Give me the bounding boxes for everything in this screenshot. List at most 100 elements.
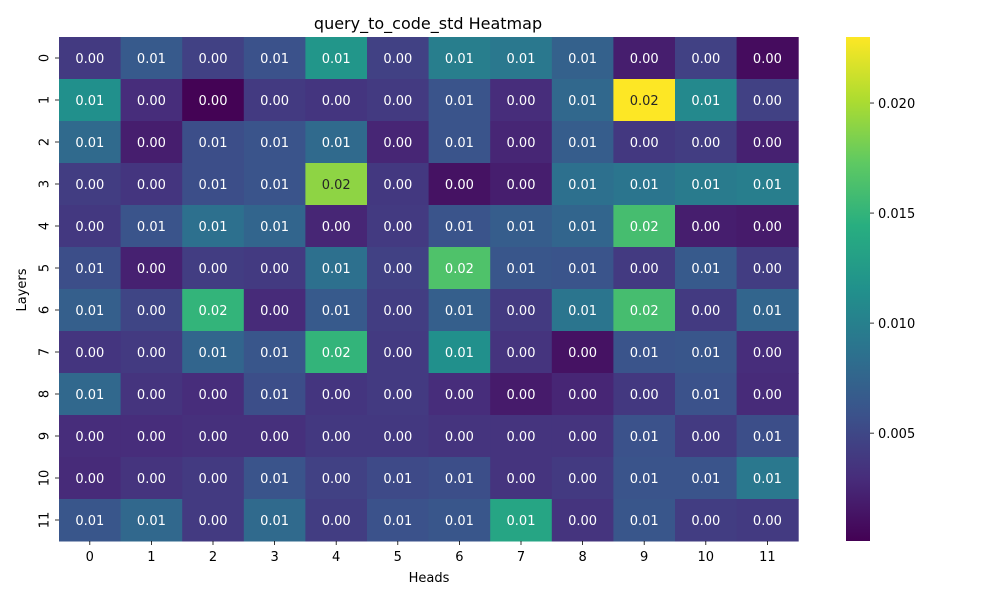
cell-value-label: 0.00	[445, 178, 474, 193]
cell-value-label: 0.00	[75, 220, 104, 235]
cell-value-label: 0.01	[753, 178, 782, 193]
colorbar-tick-label: 0.010	[878, 317, 915, 332]
heatmap-cell	[120, 457, 183, 500]
heatmap-cell	[551, 415, 614, 458]
cell-value-label: 0.00	[75, 178, 104, 193]
cell-value-label: 0.00	[137, 304, 166, 319]
heatmap-cell	[428, 37, 491, 80]
cell-value-label: 0.00	[383, 94, 412, 109]
cell-value-label: 0.00	[507, 430, 536, 445]
y-tick-label: 0	[38, 54, 53, 62]
heatmap-cell	[675, 415, 738, 458]
heatmap-cell	[551, 247, 614, 290]
heatmap-cell	[551, 457, 614, 500]
heatmap-cell	[428, 205, 491, 248]
cell-value-label: 0.01	[445, 220, 474, 235]
cell-value-label: 0.00	[383, 52, 412, 67]
cell-value-label: 0.01	[691, 178, 720, 193]
heatmap-cell	[367, 205, 430, 248]
cell-value-label: 0.00	[753, 262, 782, 277]
cell-value-label: 0.01	[260, 472, 289, 487]
cell-value-label: 0.00	[507, 178, 536, 193]
cell-value-label: 0.00	[753, 220, 782, 235]
cell-value-label: 0.00	[445, 388, 474, 403]
heatmap-cell	[182, 79, 245, 122]
cell-value-label: 0.00	[383, 304, 412, 319]
heatmap-cell	[120, 289, 183, 332]
cell-value-label: 0.00	[383, 262, 412, 277]
y-tick-label: 11	[38, 512, 53, 529]
x-tick-label: 11	[759, 550, 776, 565]
cell-value-label: 0.01	[260, 220, 289, 235]
heatmap-cell	[305, 163, 368, 206]
cell-value-label: 0.01	[691, 388, 720, 403]
heatmap-cell	[490, 499, 553, 542]
cell-value-label: 0.01	[568, 178, 597, 193]
cell-value-label: 0.01	[568, 220, 597, 235]
heatmap-cell	[551, 79, 614, 122]
heatmap-cell	[613, 415, 676, 458]
cell-value-label: 0.01	[260, 136, 289, 151]
cell-value-label: 0.01	[691, 262, 720, 277]
heatmap-cell	[182, 163, 245, 206]
x-tick-label: 2	[209, 550, 217, 565]
heatmap-cell	[551, 331, 614, 374]
cell-value-label: 0.00	[753, 94, 782, 109]
cell-value-label: 0.01	[75, 304, 104, 319]
cell-value-label: 0.00	[137, 430, 166, 445]
heatmap-cell	[675, 79, 738, 122]
heatmap-cell	[120, 163, 183, 206]
heatmap-cell	[367, 415, 430, 458]
colorbar: 0.005 0.010 0.015 0.020	[846, 37, 915, 541]
colorbar-ticks: 0.005 0.010 0.015 0.020	[870, 97, 915, 442]
cell-value-label: 0.02	[630, 220, 659, 235]
heatmap-cell	[182, 205, 245, 248]
heatmap-cell	[59, 415, 122, 458]
heatmap-cell	[428, 163, 491, 206]
cell-value-label: 0.00	[137, 262, 166, 277]
cell-value-label: 0.00	[137, 388, 166, 403]
heatmap-cell	[613, 163, 676, 206]
cell-value-label: 0.00	[199, 262, 228, 277]
heatmap-cell	[182, 415, 245, 458]
cell-value-label: 0.01	[75, 136, 104, 151]
heatmap-cell	[120, 37, 183, 80]
x-tick-label: 3	[270, 550, 278, 565]
y-tick-label: 3	[38, 180, 53, 188]
heatmap-cell	[613, 499, 676, 542]
heatmap-cell	[59, 205, 122, 248]
heatmap-cell	[305, 457, 368, 500]
heatmap-cell	[428, 373, 491, 416]
heatmap-cell	[305, 289, 368, 332]
heatmap-cell	[675, 121, 738, 164]
cell-value-label: 0.00	[322, 472, 351, 487]
cell-value-label: 0.00	[568, 346, 597, 361]
heatmap-cell	[736, 331, 799, 374]
cell-value-label: 0.01	[753, 430, 782, 445]
cell-value-label: 0.00	[507, 472, 536, 487]
heatmap-cell	[428, 457, 491, 500]
heatmap-cell	[428, 289, 491, 332]
cell-value-label: 0.01	[199, 220, 228, 235]
heatmap-cell	[243, 205, 306, 248]
heatmap-cell	[305, 205, 368, 248]
cell-value-label: 0.01	[260, 346, 289, 361]
heatmap-cell	[490, 289, 553, 332]
colorbar-gradient	[846, 37, 870, 541]
heatmap-cell	[675, 373, 738, 416]
heatmap-cell	[490, 205, 553, 248]
heatmap-cell	[59, 289, 122, 332]
y-axis-ticks: 0 1 2 3 4 5 6 7 8 9 10 11	[38, 54, 59, 528]
heatmap-cell	[367, 373, 430, 416]
cell-value-label: 0.02	[322, 346, 351, 361]
heatmap-cell	[675, 247, 738, 290]
cell-value-label: 0.00	[383, 220, 412, 235]
heatmap-cell	[367, 289, 430, 332]
heatmap-cell	[551, 289, 614, 332]
chart-title: query_to_code_std Heatmap	[314, 14, 542, 34]
heatmap-cell	[490, 457, 553, 500]
heatmap-cell	[243, 499, 306, 542]
x-tick-label: 7	[517, 550, 525, 565]
heatmap-cell	[675, 499, 738, 542]
cell-value-label: 0.01	[322, 262, 351, 277]
